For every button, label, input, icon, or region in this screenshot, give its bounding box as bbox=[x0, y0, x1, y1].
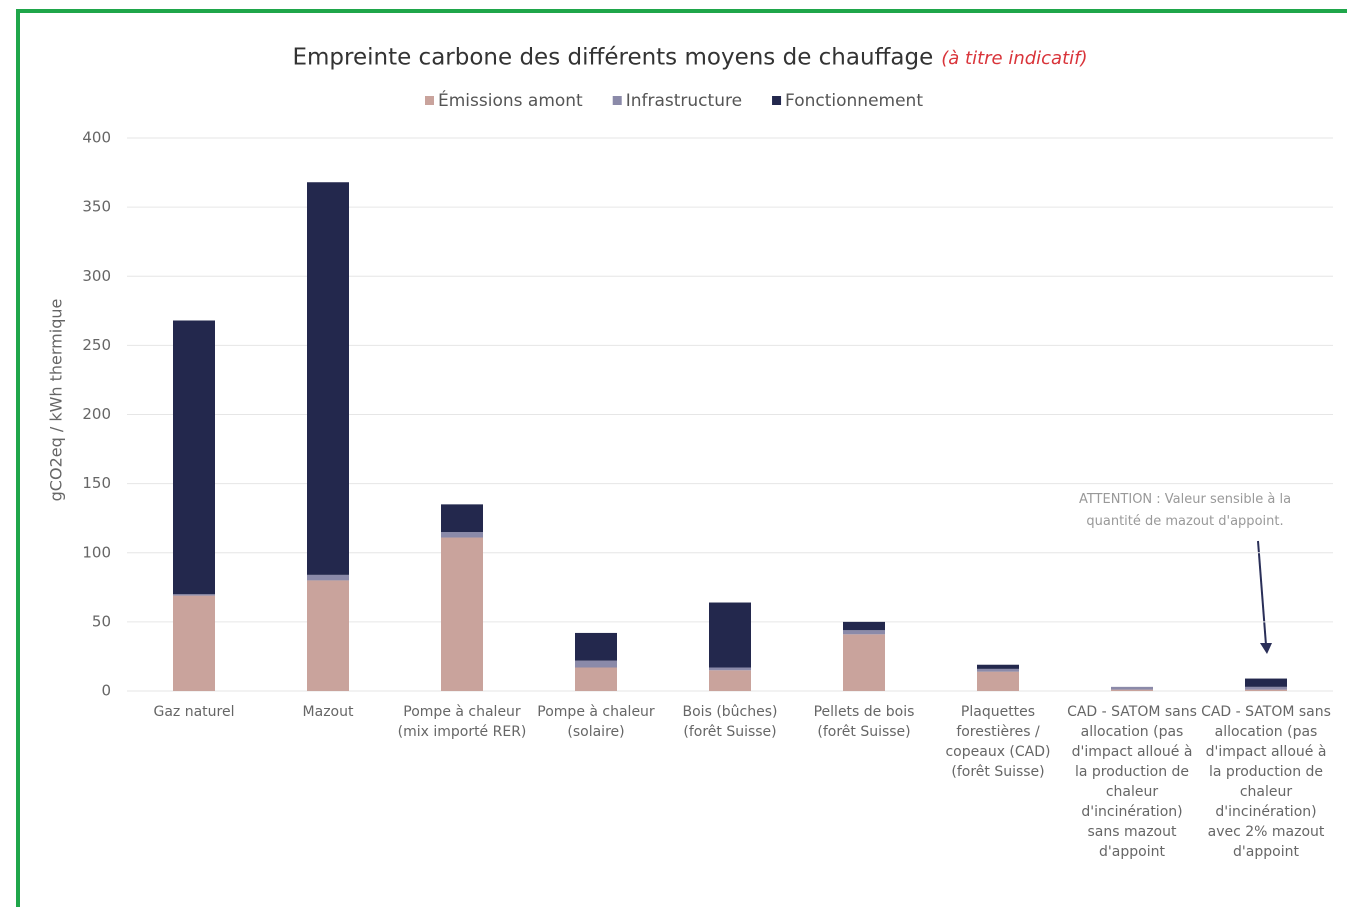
x-tick-label: CAD - SATOM sans allocation (pas d'impac… bbox=[1201, 704, 1331, 860]
legend-swatch bbox=[612, 96, 622, 105]
x-tick-label: Pellets de bois (forêt Suisse) bbox=[813, 704, 915, 740]
bar-segment bbox=[709, 670, 751, 691]
bar-segment bbox=[173, 595, 215, 691]
annotation: ATTENTION : Valeur sensible à la quantit… bbox=[1078, 492, 1292, 529]
bar-segment bbox=[575, 660, 617, 668]
chart-subtitle: (à titre indicatif) bbox=[941, 48, 1087, 69]
bar-segment bbox=[709, 667, 751, 671]
y-tick-label: 100 bbox=[82, 543, 111, 561]
y-tick-label: 400 bbox=[82, 129, 111, 147]
arrow-head bbox=[1260, 643, 1272, 654]
x-tick-label: Gaz naturel bbox=[153, 704, 235, 720]
legend-label: Fonctionnement bbox=[785, 91, 923, 111]
bar-segment bbox=[307, 574, 349, 581]
y-tick-label: 200 bbox=[82, 405, 111, 423]
bar-segment bbox=[1245, 686, 1287, 690]
x-tick-label: Bois (bûches) (forêt Suisse) bbox=[682, 704, 778, 740]
y-tick-label: 300 bbox=[82, 267, 111, 285]
annotation-arrow bbox=[1257, 540, 1267, 646]
bar-segment bbox=[977, 664, 1019, 669]
legend-label: Émissions amont bbox=[438, 89, 583, 111]
x-tick-label: Pompe à chaleur (solaire) bbox=[537, 704, 655, 740]
x-tick-label: CAD - SATOM sans allocation (pas d'impac… bbox=[1067, 704, 1197, 860]
bar-segment bbox=[307, 182, 349, 575]
bar-segment bbox=[843, 634, 885, 691]
y-tick-label: 50 bbox=[92, 612, 111, 630]
x-tick-label: Plaquettes forestières / copeaux (CAD) (… bbox=[945, 704, 1051, 780]
legend-label: Infrastructure bbox=[626, 91, 742, 111]
y-axis-label: gCO2eq / kWh thermique bbox=[47, 299, 66, 502]
bar-segment bbox=[575, 667, 617, 691]
bar-segment bbox=[575, 632, 617, 661]
x-tick-label: Pompe à chaleur (mix importé RER) bbox=[397, 704, 527, 740]
bar-segment bbox=[441, 504, 483, 533]
bar-segment bbox=[1111, 686, 1153, 690]
bar-segment bbox=[441, 537, 483, 691]
y-tick-label: 150 bbox=[82, 474, 111, 492]
bar-segment bbox=[173, 594, 215, 596]
bar-segment bbox=[173, 320, 215, 595]
legend-swatch bbox=[772, 96, 782, 105]
bar-segment bbox=[977, 668, 1019, 672]
legend-swatch bbox=[425, 96, 434, 105]
bar-segment bbox=[709, 602, 751, 668]
x-tick-label: Mazout bbox=[302, 704, 354, 720]
y-tick-label: 0 bbox=[101, 682, 111, 700]
bar-segment bbox=[441, 532, 483, 538]
bar-segment bbox=[977, 671, 1019, 691]
bar-segment bbox=[1245, 678, 1287, 687]
bar-segment bbox=[843, 630, 885, 635]
y-tick-label: 350 bbox=[82, 198, 111, 216]
bar-segment bbox=[307, 580, 349, 691]
frame bbox=[16, 9, 1347, 907]
chart-title: Empreinte carbone des différents moyens … bbox=[292, 45, 933, 71]
bar-segment bbox=[1245, 689, 1287, 691]
y-tick-label: 250 bbox=[82, 336, 111, 354]
bar-segment bbox=[1111, 689, 1153, 691]
bar-segment bbox=[843, 621, 885, 631]
